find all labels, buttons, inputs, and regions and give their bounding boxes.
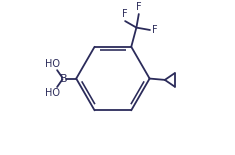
Text: B: B bbox=[59, 74, 67, 84]
Text: F: F bbox=[152, 25, 157, 35]
Text: F: F bbox=[136, 2, 142, 12]
Text: HO: HO bbox=[45, 88, 60, 98]
Text: HO: HO bbox=[45, 59, 60, 69]
Text: F: F bbox=[121, 9, 127, 19]
